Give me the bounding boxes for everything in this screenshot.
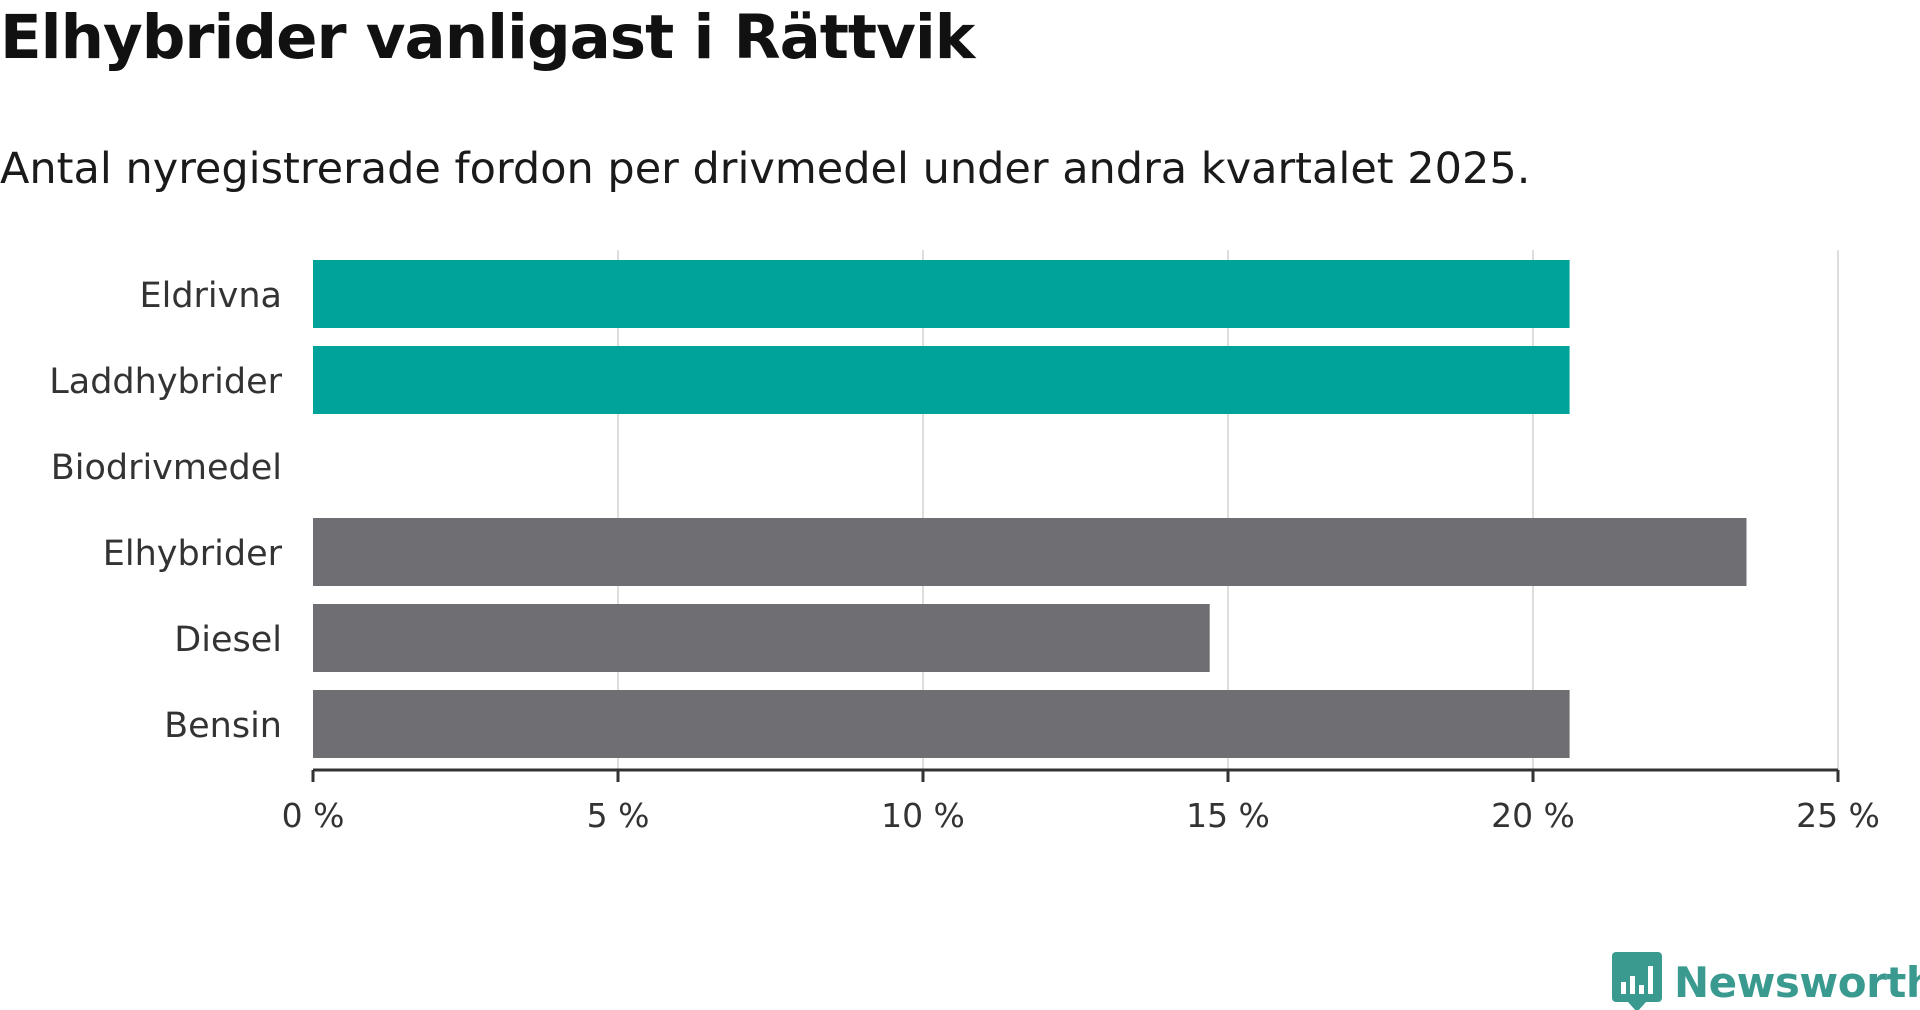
x-tick-label: 15 % xyxy=(1186,796,1270,835)
chart-subtitle: Antal nyregistrerade fordon per drivmede… xyxy=(0,144,1531,194)
bar xyxy=(313,604,1210,672)
x-tick-label: 5 % xyxy=(587,796,650,835)
bar xyxy=(313,518,1747,586)
x-tick-label: 20 % xyxy=(1491,796,1575,835)
x-tick-label: 25 % xyxy=(1796,796,1880,835)
category-label: Laddhybrider xyxy=(49,362,282,402)
bars xyxy=(313,260,1747,758)
x-axis: 0 % 5 % 10 % 15 % 20 % 25 % xyxy=(282,768,1880,835)
logo-text: Newsworthy xyxy=(1674,957,1920,1007)
bar xyxy=(313,346,1570,414)
category-label: Eldrivna xyxy=(139,276,282,316)
category-label: Diesel xyxy=(174,620,282,660)
category-labels: Eldrivna Laddhybrider Biodrivmedel Elhybrid… xyxy=(49,276,282,746)
x-tick-label: 10 % xyxy=(881,796,965,835)
x-tick-label: 0 % xyxy=(282,796,345,835)
category-label: Elhybrider xyxy=(103,534,283,574)
bar-chart: Eldrivna Laddhybrider Biodrivmedel Elhybrid… xyxy=(49,250,1880,835)
gridlines xyxy=(617,250,1839,770)
category-label: Biodrivmedel xyxy=(51,448,282,488)
bar xyxy=(313,260,1570,328)
newsworthy-logo: Newsworthy xyxy=(1612,952,1920,1010)
chart-title: Elhybrider vanligast i Rättvik xyxy=(0,2,975,73)
bar-chart-logo-icon xyxy=(1612,952,1662,1010)
bar xyxy=(313,690,1570,758)
category-label: Bensin xyxy=(164,706,282,746)
